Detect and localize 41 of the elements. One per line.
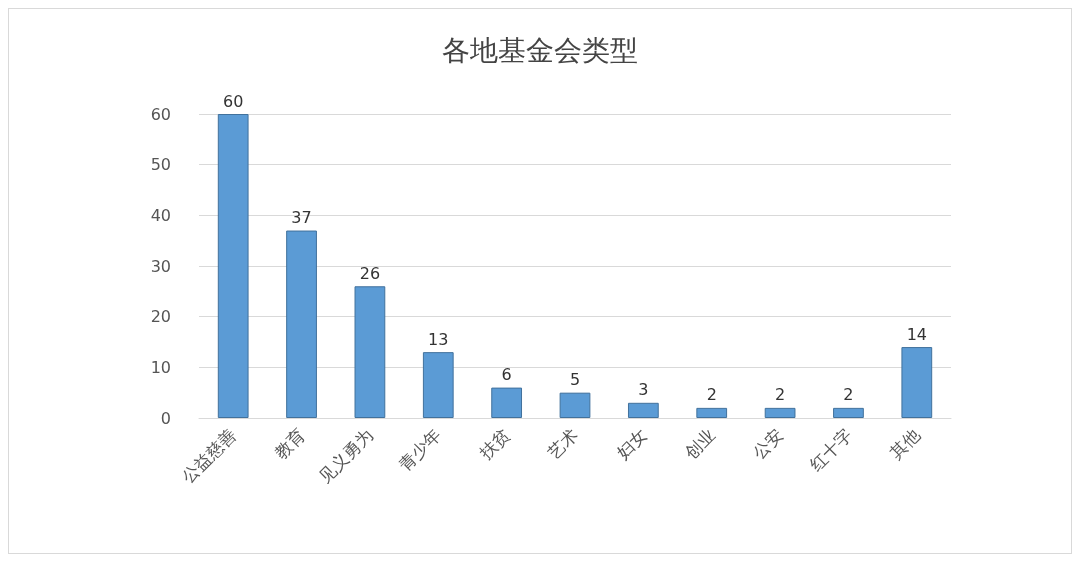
x-tick-label: 公益慈善 — [178, 424, 241, 488]
x-tick-label: 青少年 — [395, 424, 446, 476]
data-label: 2 — [706, 385, 717, 405]
data-label: 5 — [569, 370, 581, 390]
y-tick-label: 40 — [150, 205, 171, 225]
bar — [217, 114, 249, 418]
data-label: 13 — [428, 329, 449, 349]
x-tick-label: 红十字 — [805, 424, 856, 476]
x-tick-label: 见义勇为 — [314, 424, 377, 488]
x-tick-label: 妇女 — [612, 424, 651, 464]
x-tick-label: 其他 — [885, 424, 924, 464]
data-label: 14 — [906, 324, 927, 344]
bar — [833, 407, 864, 418]
x-tick-label: 创业 — [680, 424, 719, 464]
data-label: 26 — [359, 263, 381, 283]
data-label: 37 — [291, 208, 312, 228]
x-tick-label: 公安 — [748, 424, 788, 464]
y-tick-label: 60 — [150, 104, 171, 124]
data-label: 3 — [638, 380, 649, 400]
y-tick-label: 0 — [160, 408, 171, 428]
data-label: 2 — [775, 385, 786, 405]
bar — [559, 392, 591, 418]
y-tick-label: 50 — [150, 155, 171, 175]
x-tick-label: 艺术 — [543, 424, 583, 464]
x-tick-label: 扶贫 — [474, 424, 514, 464]
data-label: 2 — [843, 385, 854, 405]
bar — [764, 407, 796, 418]
y-tick-label: 10 — [150, 357, 171, 377]
bar — [354, 286, 386, 418]
y-tick-label: 30 — [150, 256, 171, 276]
chart-title: 各地基金会类型 — [442, 33, 638, 67]
data-label: 6 — [501, 365, 512, 385]
bar — [901, 347, 933, 418]
bar — [286, 230, 317, 418]
data-label: 60 — [223, 91, 244, 111]
y-tick-label: 20 — [150, 307, 171, 327]
bar — [491, 387, 523, 418]
bar — [422, 352, 454, 418]
x-tick-label: 教育 — [270, 424, 309, 464]
bar — [627, 402, 659, 418]
bar — [696, 407, 728, 418]
